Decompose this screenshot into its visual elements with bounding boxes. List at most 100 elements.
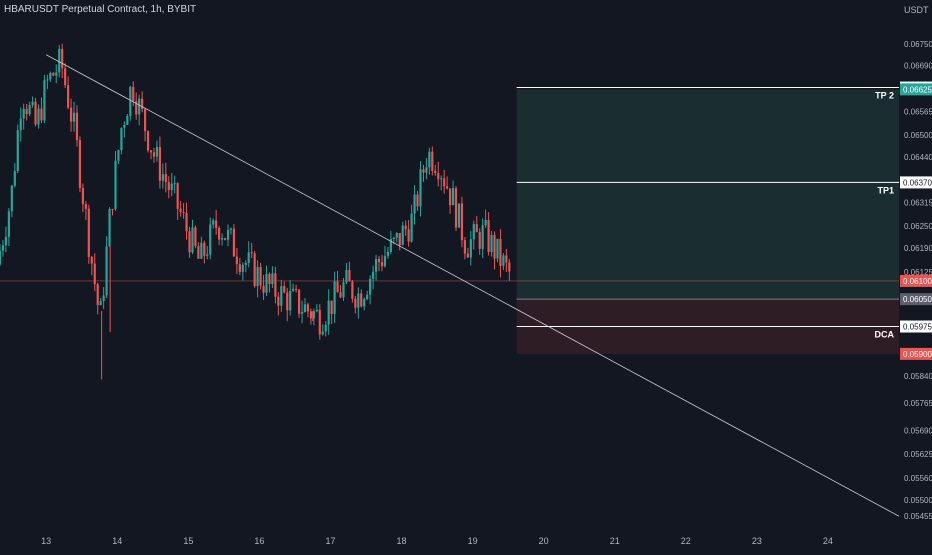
candle-body-32: [93, 263, 96, 285]
candle-body-9: [25, 108, 28, 115]
y-tick-label-2: 0.06565: [904, 107, 932, 116]
candle-body-119: [351, 281, 354, 299]
candle-body-86: [253, 253, 256, 287]
candle-body-88: [259, 267, 262, 286]
candle-body-171: [505, 255, 508, 263]
candle-body-117: [345, 269, 348, 283]
entry-badge-bg: [900, 293, 932, 306]
y-axis: 0.06750 0.06690 0.06565 0.06500 0.06440 0.063…: [904, 40, 932, 521]
candle-body-126: [372, 271, 375, 279]
candle-body-75: [220, 238, 224, 240]
candle-body-13: [37, 108, 40, 125]
candle-body-6: [16, 130, 19, 171]
candle-body-106: [312, 311, 315, 319]
candle-body-160: [472, 224, 475, 240]
x-tick-label-1: 14: [112, 536, 122, 546]
y-tick-label-6: 0.06250: [904, 222, 932, 231]
candle-body-5: [13, 170, 16, 186]
candle-body-161: [475, 224, 478, 233]
candle-body-129: [380, 262, 384, 267]
candle-body-72: [212, 220, 215, 225]
candle-body-123: [363, 299, 366, 307]
candle-body-116: [342, 282, 345, 298]
candle-body-91: [268, 273, 271, 285]
candle-body-48: [141, 98, 144, 110]
candles-group: [0, 43, 511, 340]
candle-body-57: [167, 182, 170, 191]
candle-body-36: [105, 246, 108, 296]
candle-body-24: [69, 107, 73, 122]
candle-body-27: [78, 140, 82, 188]
current-price-badge: 0.06100: [903, 277, 932, 286]
candle-body-31: [90, 256, 93, 264]
candle-body-77: [226, 229, 230, 240]
candle-body-30: [87, 208, 90, 257]
candle-body-124: [366, 294, 369, 300]
x-tick-label-3: 16: [254, 536, 264, 546]
candle-body-0: [0, 250, 2, 265]
x-tick-label-2: 15: [183, 536, 193, 546]
y-tick-label-7: 0.06190: [904, 244, 932, 253]
candle-body-101: [297, 289, 301, 314]
candle-body-109: [321, 331, 324, 335]
candle-body-7: [19, 118, 22, 131]
candle-body-51: [149, 150, 153, 153]
x-tick-label-10: 23: [752, 536, 762, 546]
candle-body-162: [478, 232, 481, 249]
level-badge-1: 0.06370: [903, 178, 932, 187]
candle-body-16: [46, 79, 49, 81]
y-tick-label-11: 0.05840: [904, 372, 932, 381]
y-tick-label-3: 0.06500: [904, 131, 932, 140]
candle-body-42: [123, 124, 126, 129]
candle-body-29: [84, 204, 87, 209]
candle-body-170: [502, 255, 505, 266]
candle-body-141: [416, 194, 419, 207]
candle-body-34: [99, 301, 102, 306]
candle-body-111: [327, 300, 330, 325]
candle-body-144: [425, 167, 428, 173]
candle-body-108: [318, 309, 321, 335]
candle-body-95: [280, 286, 283, 306]
candle-body-97: [286, 292, 289, 311]
candle-body-104: [306, 304, 310, 312]
candle-body-94: [277, 296, 280, 306]
candle-body-138: [407, 229, 410, 242]
current-price-badge-bg: [900, 274, 932, 287]
candle-body-120: [354, 298, 357, 308]
candle-body-19: [55, 72, 58, 76]
x-tick-label-5: 18: [397, 536, 407, 546]
stop-loss-badge-bg: [900, 347, 932, 360]
candle-body-133: [392, 237, 395, 239]
y-tick-label-0: 0.06750: [904, 40, 932, 49]
candle-body-54: [158, 146, 162, 181]
candle-body-105: [309, 311, 313, 319]
candle-body-118: [348, 269, 351, 282]
candle-body-145: [428, 151, 431, 168]
candle-body-140: [413, 194, 416, 214]
candle-body-25: [72, 112, 76, 122]
candle-body-66: [194, 227, 197, 246]
candle-body-37: [108, 209, 111, 247]
candle-body-127: [374, 258, 378, 272]
candle-body-20: [58, 48, 61, 73]
candle-body-58: [170, 183, 173, 191]
candle-body-128: [377, 258, 381, 263]
candle-body-17: [49, 73, 52, 80]
candle-body-1: [1, 245, 5, 251]
level-badge-1-bg: [900, 176, 932, 189]
candle-body-8: [22, 108, 25, 119]
candle-body-50: [146, 131, 150, 151]
candle-body-125: [369, 278, 372, 295]
candle-body-22: [64, 68, 67, 86]
candle-body-18: [52, 73, 55, 76]
level-badge-2-bg: [900, 320, 932, 333]
x-tick-label-8: 21: [610, 536, 620, 546]
candle-body-168: [496, 238, 499, 259]
level-badge-2: 0.05975: [903, 323, 932, 332]
candle-body-100: [295, 288, 298, 290]
take-profit-badge-bg: [900, 83, 932, 96]
candle-body-55: [161, 174, 164, 181]
candle-body-137: [404, 225, 407, 230]
